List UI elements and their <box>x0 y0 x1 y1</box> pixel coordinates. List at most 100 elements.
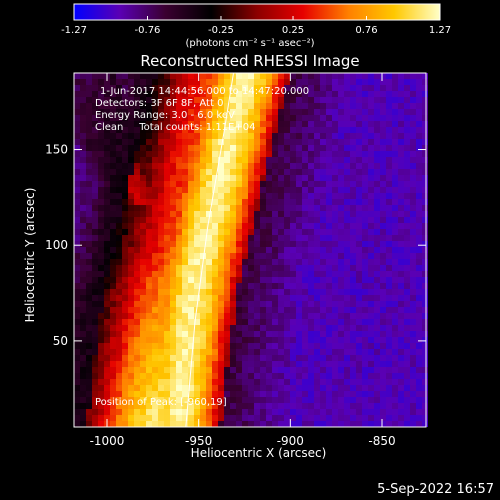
heatmap-cell <box>284 301 290 307</box>
heatmap-cell <box>152 265 158 271</box>
heatmap-cell <box>290 103 296 109</box>
heatmap-cell <box>86 169 92 175</box>
heatmap-cell <box>290 337 296 343</box>
heatmap-cell <box>326 157 332 163</box>
heatmap-cell <box>398 403 404 409</box>
heatmap-cell <box>416 271 422 277</box>
heatmap-cell <box>74 217 80 223</box>
heatmap-cell <box>218 277 224 283</box>
heatmap-cell <box>212 73 218 79</box>
heatmap-cell <box>380 229 386 235</box>
heatmap-cell <box>320 421 326 427</box>
heatmap-cell <box>206 163 212 169</box>
heatmap-cell <box>200 373 206 379</box>
heatmap-cell <box>386 265 392 271</box>
heatmap-cell <box>260 85 266 91</box>
heatmap-cell <box>92 349 98 355</box>
heatmap-cell <box>146 145 152 151</box>
heatmap-cell <box>326 205 332 211</box>
heatmap-cell <box>266 403 272 409</box>
heatmap-cell <box>278 421 284 427</box>
heatmap-cell <box>92 379 98 385</box>
heatmap-cell <box>116 235 122 241</box>
heatmap-cell <box>170 343 176 349</box>
heatmap-cell <box>368 127 374 133</box>
heatmap-cell <box>266 223 272 229</box>
heatmap-cell <box>392 343 398 349</box>
heatmap-cell <box>110 151 116 157</box>
heatmap-cell <box>92 343 98 349</box>
heatmap-cell <box>380 259 386 265</box>
heatmap-cell <box>104 151 110 157</box>
heatmap-cell <box>362 79 368 85</box>
heatmap-cell <box>416 241 422 247</box>
heatmap-cell <box>140 379 146 385</box>
x-tick-label: -1000 <box>90 434 125 448</box>
heatmap-cell <box>362 265 368 271</box>
heatmap-cell <box>230 343 236 349</box>
heatmap-cell <box>266 385 272 391</box>
heatmap-cell <box>212 421 218 427</box>
heatmap-cell <box>350 91 356 97</box>
heatmap-cell <box>86 289 92 295</box>
heatmap-cell <box>218 259 224 265</box>
heatmap-cell <box>416 367 422 373</box>
heatmap-cell <box>326 109 332 115</box>
heatmap-cell <box>278 283 284 289</box>
heatmap-cell <box>392 121 398 127</box>
heatmap-cell <box>146 229 152 235</box>
heatmap-cell <box>146 85 152 91</box>
heatmap-cell <box>344 121 350 127</box>
heatmap-cell <box>110 181 116 187</box>
heatmap-cell <box>266 241 272 247</box>
heatmap-cell <box>212 199 218 205</box>
heatmap-cell <box>278 91 284 97</box>
heatmap-cell <box>302 199 308 205</box>
heatmap-cell <box>320 163 326 169</box>
heatmap-cell <box>194 193 200 199</box>
heatmap-cell <box>362 139 368 145</box>
heatmap-cell <box>362 289 368 295</box>
heatmap-cell <box>320 73 326 79</box>
heatmap-cell <box>158 283 164 289</box>
heatmap-cell <box>134 223 140 229</box>
heatmap-cell <box>404 169 410 175</box>
heatmap-cell <box>152 277 158 283</box>
heatmap-cell <box>314 337 320 343</box>
heatmap-cell <box>116 403 122 409</box>
heatmap-cell <box>266 103 272 109</box>
heatmap-cell <box>386 217 392 223</box>
heatmap-cell <box>398 157 404 163</box>
heatmap-cell <box>380 241 386 247</box>
heatmap-cell <box>380 421 386 427</box>
heatmap-cell <box>368 289 374 295</box>
heatmap-cell <box>332 193 338 199</box>
heatmap-cell <box>152 103 158 109</box>
heatmap-cell <box>260 325 266 331</box>
heatmap-cell <box>260 229 266 235</box>
heatmap-cell <box>128 271 134 277</box>
heatmap-cell <box>380 139 386 145</box>
heatmap-cell <box>362 421 368 427</box>
heatmap-cell <box>182 289 188 295</box>
heatmap-cell <box>344 163 350 169</box>
heatmap-cell <box>128 175 134 181</box>
heatmap-cell <box>344 415 350 421</box>
heatmap-cell <box>302 241 308 247</box>
heatmap-cell <box>248 157 254 163</box>
heatmap-cell <box>332 415 338 421</box>
heatmap-cell <box>140 301 146 307</box>
heatmap-cell <box>224 169 230 175</box>
x-tick-label: -950 <box>185 434 212 448</box>
heatmap-cell <box>392 367 398 373</box>
heatmap-cell <box>308 253 314 259</box>
heatmap-cell <box>386 403 392 409</box>
heatmap-cell <box>338 127 344 133</box>
heatmap-cell <box>320 217 326 223</box>
heatmap-cell <box>158 313 164 319</box>
heatmap-cell <box>410 271 416 277</box>
heatmap-cell <box>146 79 152 85</box>
heatmap-cell <box>248 181 254 187</box>
heatmap-cell <box>104 331 110 337</box>
heatmap-cell <box>260 319 266 325</box>
